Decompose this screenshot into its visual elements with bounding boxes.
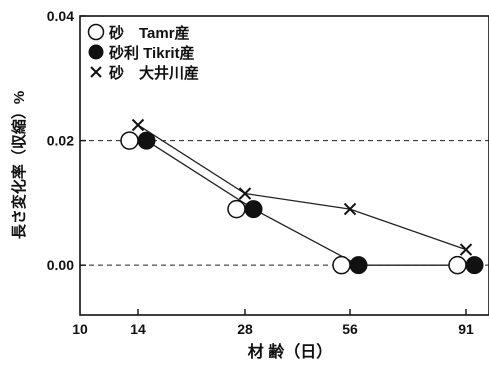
legend-label: 砂 Tamr産: [109, 24, 190, 42]
filled-circle-point: [465, 256, 484, 275]
y-tick-label: 0.02: [47, 133, 74, 149]
cross-point: [459, 243, 473, 256]
filled-circle-point: [137, 131, 156, 150]
x-tick-label: 91: [458, 321, 474, 337]
legend-label: 砂 大井川産: [109, 64, 199, 82]
x-tick-label: 10: [72, 321, 88, 337]
legend-label: 砂利 Tikrit産: [109, 44, 195, 62]
cross-point: [131, 118, 145, 132]
x-tick-label: 56: [342, 321, 358, 337]
legend-cross-icon: [90, 66, 102, 78]
open-circle-point: [120, 131, 139, 150]
series-line-2: [146, 140, 475, 266]
y-axis-label: 長さ変化率（収縮）%: [10, 91, 28, 239]
legend-open-circle-icon: [87, 23, 105, 41]
x-axis-label: 材 齢（日）: [248, 342, 332, 361]
open-circle-point: [448, 255, 467, 275]
legend-filled-circle-icon: [88, 44, 104, 60]
filled-circle-point: [244, 200, 263, 219]
open-circle-point: [227, 199, 246, 219]
plot-frame: [79, 15, 489, 316]
x-tick-label: 14: [130, 321, 146, 337]
y-tick-label: 0.04: [47, 8, 74, 24]
open-circle-point: [332, 255, 351, 275]
series-line-3: [137, 124, 467, 251]
y-tick-label: 0.00: [47, 257, 74, 273]
filled-circle-point: [349, 256, 368, 275]
cross-point: [238, 187, 252, 200]
cross-point: [343, 202, 357, 216]
x-tick-label: 28: [237, 321, 253, 337]
